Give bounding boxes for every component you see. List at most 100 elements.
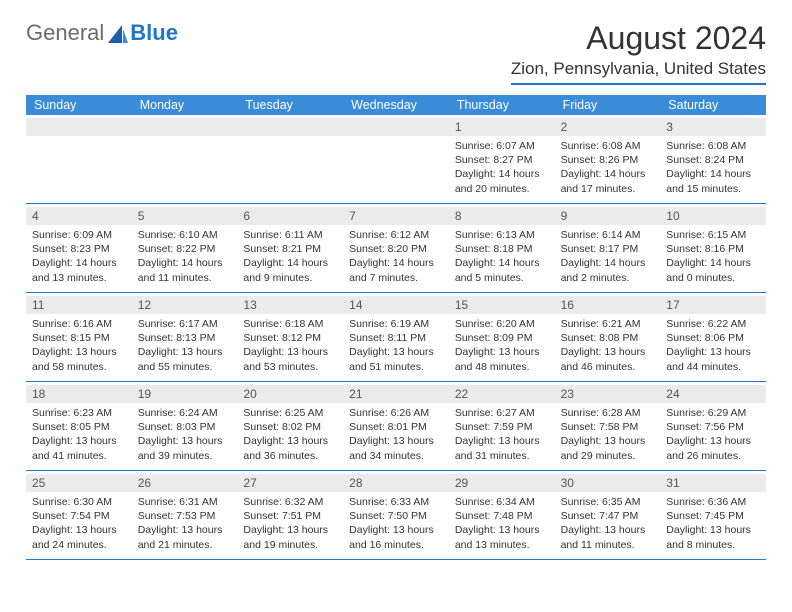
- day-cell: 3Sunrise: 6:08 AMSunset: 8:24 PMDaylight…: [660, 115, 766, 203]
- day-number: 7: [343, 207, 449, 225]
- day-details: Sunrise: 6:20 AMSunset: 8:09 PMDaylight:…: [455, 317, 549, 374]
- month-title: August 2024: [511, 20, 766, 57]
- day-cell: 30Sunrise: 6:35 AMSunset: 7:47 PMDayligh…: [555, 471, 661, 559]
- day-number: 15: [449, 296, 555, 314]
- day-number: 23: [555, 385, 661, 403]
- week-row: 1Sunrise: 6:07 AMSunset: 8:27 PMDaylight…: [26, 115, 766, 204]
- day-details: Sunrise: 6:12 AMSunset: 8:20 PMDaylight:…: [349, 228, 443, 285]
- logo-text-blue: Blue: [130, 20, 178, 46]
- sunset-text: Sunset: 8:08 PM: [561, 331, 655, 345]
- day-number: 22: [449, 385, 555, 403]
- sunset-text: Sunset: 8:15 PM: [32, 331, 126, 345]
- day-details: Sunrise: 6:22 AMSunset: 8:06 PMDaylight:…: [666, 317, 760, 374]
- sunrise-text: Sunrise: 6:26 AM: [349, 406, 443, 420]
- sunset-text: Sunset: 7:53 PM: [138, 509, 232, 523]
- sunset-text: Sunset: 8:26 PM: [561, 153, 655, 167]
- day-cell: 26Sunrise: 6:31 AMSunset: 7:53 PMDayligh…: [132, 471, 238, 559]
- daylight-text: Daylight: 14 hours and 9 minutes.: [243, 256, 337, 284]
- daylight-text: Daylight: 14 hours and 2 minutes.: [561, 256, 655, 284]
- sunrise-text: Sunrise: 6:27 AM: [455, 406, 549, 420]
- day-number: 28: [343, 474, 449, 492]
- sunrise-text: Sunrise: 6:33 AM: [349, 495, 443, 509]
- week-row: 25Sunrise: 6:30 AMSunset: 7:54 PMDayligh…: [26, 471, 766, 560]
- weekday-sunday: Sunday: [26, 95, 132, 115]
- daylight-text: Daylight: 14 hours and 17 minutes.: [561, 167, 655, 195]
- sunrise-text: Sunrise: 6:16 AM: [32, 317, 126, 331]
- week-row: 18Sunrise: 6:23 AMSunset: 8:05 PMDayligh…: [26, 382, 766, 471]
- day-number: 24: [660, 385, 766, 403]
- day-cell: 6 Sunrise: 6:11 AMSunset: 8:21 PMDaylight…: [237, 204, 343, 292]
- daylight-text: Daylight: 14 hours and 5 minutes.: [455, 256, 549, 284]
- sunset-text: Sunset: 8:16 PM: [666, 242, 760, 256]
- weekday-friday: Friday: [555, 95, 661, 115]
- day-number: 20: [237, 385, 343, 403]
- day-number: 8: [449, 207, 555, 225]
- day-details: Sunrise: 6:25 AMSunset: 8:02 PMDaylight:…: [243, 406, 337, 463]
- day-cell: 11 Sunrise: 6:16 AMSunset: 8:15 PMDayligh…: [26, 293, 132, 381]
- day-cell: 10Sunrise: 6:15 AMSunset: 8:16 PMDayligh…: [660, 204, 766, 292]
- weekday-header-row: SundayMondayTuesdayWednesdayThursdayFrid…: [26, 95, 766, 115]
- day-details: Sunrise: 6:31 AMSunset: 7:53 PMDaylight:…: [138, 495, 232, 552]
- sunset-text: Sunset: 7:50 PM: [349, 509, 443, 523]
- day-number: [343, 118, 449, 136]
- sunset-text: Sunset: 7:56 PM: [666, 420, 760, 434]
- day-cell: 13Sunrise: 6:18 AMSunset: 8:12 PMDayligh…: [237, 293, 343, 381]
- sunrise-text: Sunrise: 6:17 AM: [138, 317, 232, 331]
- week-row: 4Sunrise: 6:09 AMSunset: 8:23 PMDaylight…: [26, 204, 766, 293]
- day-details: Sunrise: 6:08 AMSunset: 8:26 PMDaylight:…: [561, 139, 655, 196]
- empty-day-cell: [132, 115, 238, 203]
- sunrise-text: Sunrise: 6:20 AM: [455, 317, 549, 331]
- weekday-tuesday: Tuesday: [237, 95, 343, 115]
- day-cell: 16Sunrise: 6:21 AMSunset: 8:08 PMDayligh…: [555, 293, 661, 381]
- sunrise-text: Sunrise: 6:28 AM: [561, 406, 655, 420]
- sunrise-text: Sunrise: 6:09 AM: [32, 228, 126, 242]
- day-number: 25: [26, 474, 132, 492]
- sunrise-text: Sunrise: 6:19 AM: [349, 317, 443, 331]
- week-row: 11Sunrise: 6:16 AMSunset: 8:15 PMDayligh…: [26, 293, 766, 382]
- daylight-text: Daylight: 13 hours and 11 minutes.: [561, 523, 655, 551]
- sunrise-text: Sunrise: 6:11 AM: [243, 228, 337, 242]
- sunrise-text: Sunrise: 6:15 AM: [666, 228, 760, 242]
- sunset-text: Sunset: 8:18 PM: [455, 242, 549, 256]
- daylight-text: Daylight: 13 hours and 24 minutes.: [32, 523, 126, 551]
- sunset-text: Sunset: 8:24 PM: [666, 153, 760, 167]
- day-cell: 5Sunrise: 6:10 AMSunset: 8:22 PMDaylight…: [132, 204, 238, 292]
- logo-sail-icon: [108, 25, 128, 43]
- sunrise-text: Sunrise: 6:34 AM: [455, 495, 549, 509]
- day-number: 1: [449, 118, 555, 136]
- day-details: Sunrise: 6:28 AMSunset: 7:58 PMDaylight:…: [561, 406, 655, 463]
- location-label: Zion, Pennsylvania, United States: [511, 59, 766, 85]
- daylight-text: Daylight: 13 hours and 44 minutes.: [666, 345, 760, 373]
- daylight-text: Daylight: 13 hours and 41 minutes.: [32, 434, 126, 462]
- day-number: 31: [660, 474, 766, 492]
- day-cell: 9Sunrise: 6:14 AMSunset: 8:17 PMDaylight…: [555, 204, 661, 292]
- day-details: Sunrise: 6:11 AMSunset: 8:21 PMDaylight:…: [243, 228, 337, 285]
- day-details: Sunrise: 6:18 AMSunset: 8:12 PMDaylight:…: [243, 317, 337, 374]
- day-details: Sunrise: 6:10 AMSunset: 8:22 PMDaylight:…: [138, 228, 232, 285]
- daylight-text: Daylight: 13 hours and 8 minutes.: [666, 523, 760, 551]
- title-block: August 2024 Zion, Pennsylvania, United S…: [511, 20, 766, 85]
- day-number: [26, 118, 132, 136]
- day-cell: 25Sunrise: 6:30 AMSunset: 7:54 PMDayligh…: [26, 471, 132, 559]
- sunset-text: Sunset: 8:11 PM: [349, 331, 443, 345]
- day-number: 11: [26, 296, 132, 314]
- day-details: Sunrise: 6:16 AMSunset: 8:15 PMDaylight:…: [32, 317, 126, 374]
- day-details: Sunrise: 6:32 AMSunset: 7:51 PMDaylight:…: [243, 495, 337, 552]
- sunset-text: Sunset: 8:12 PM: [243, 331, 337, 345]
- sunset-text: Sunset: 7:54 PM: [32, 509, 126, 523]
- weekday-wednesday: Wednesday: [343, 95, 449, 115]
- day-number: 9: [555, 207, 661, 225]
- daylight-text: Daylight: 13 hours and 53 minutes.: [243, 345, 337, 373]
- day-number: 18: [26, 385, 132, 403]
- sunrise-text: Sunrise: 6:36 AM: [666, 495, 760, 509]
- day-details: Sunrise: 6:27 AMSunset: 7:59 PMDaylight:…: [455, 406, 549, 463]
- day-cell: 4Sunrise: 6:09 AMSunset: 8:23 PMDaylight…: [26, 204, 132, 292]
- sunrise-text: Sunrise: 6:22 AM: [666, 317, 760, 331]
- day-cell: 14Sunrise: 6:19 AMSunset: 8:11 PMDayligh…: [343, 293, 449, 381]
- sunset-text: Sunset: 8:23 PM: [32, 242, 126, 256]
- day-number: 6: [237, 207, 343, 225]
- sunrise-text: Sunrise: 6:08 AM: [561, 139, 655, 153]
- sunrise-text: Sunrise: 6:12 AM: [349, 228, 443, 242]
- daylight-text: Daylight: 13 hours and 19 minutes.: [243, 523, 337, 551]
- sunrise-text: Sunrise: 6:23 AM: [32, 406, 126, 420]
